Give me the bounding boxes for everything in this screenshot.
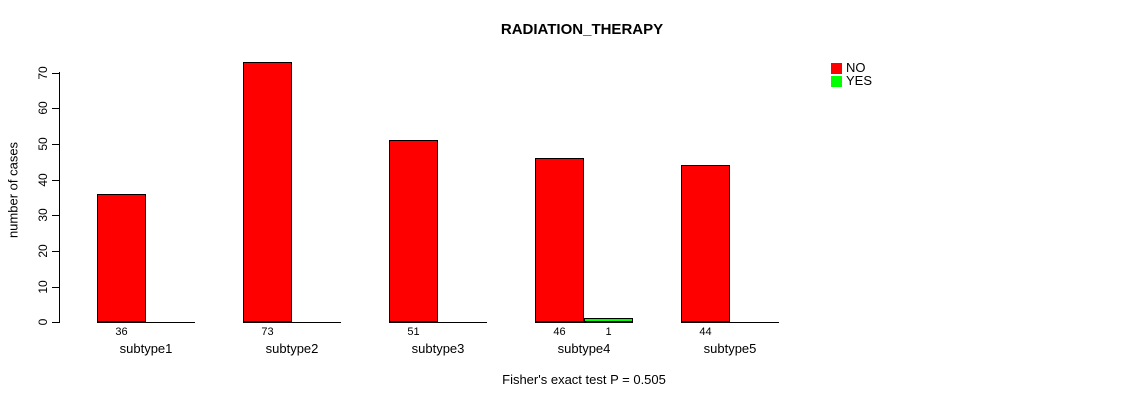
legend-swatch [831, 62, 842, 74]
bar-no [243, 62, 292, 322]
bar-yes [584, 318, 633, 322]
x-category-label: subtype1 [119, 341, 173, 356]
y-axis-tick-label: 10 [36, 280, 50, 294]
x-category-label: subtype2 [265, 341, 319, 356]
bar-value-label: 1 [605, 326, 612, 338]
y-axis-tick [52, 251, 59, 252]
legend-label: NO [846, 60, 866, 75]
y-axis-tick [52, 287, 59, 288]
y-axis-tick-label: 50 [36, 137, 50, 151]
chart-title: RADIATION_THERAPY [500, 21, 664, 38]
group-baseline [97, 322, 195, 323]
x-category-label: subtype5 [703, 341, 757, 356]
bar-value-label: 44 [699, 326, 712, 338]
y-axis-tick-label: 0 [36, 318, 50, 326]
bar-no [389, 140, 438, 322]
group-baseline [681, 322, 779, 323]
y-axis-tick [52, 322, 59, 323]
bar-value-label: 46 [553, 326, 566, 338]
bar-no [97, 194, 146, 322]
y-axis-tick-label: 60 [36, 101, 50, 115]
group-baseline [389, 322, 487, 323]
bar-value-label: 73 [261, 326, 274, 338]
bar-no [535, 158, 584, 322]
legend-item: YES [831, 73, 873, 88]
y-axis-tick [52, 73, 59, 74]
bar-value-label: 51 [407, 326, 420, 338]
x-category-label: subtype4 [557, 341, 611, 356]
y-axis-tick [52, 180, 59, 181]
group-baseline [535, 322, 633, 323]
legend-label: YES [846, 73, 873, 88]
y-axis-tick-label: 70 [36, 66, 50, 80]
x-category-label: subtype3 [411, 341, 465, 356]
y-axis-line [59, 72, 60, 323]
y-axis-tick [52, 215, 59, 216]
bar-value-label: 36 [115, 326, 128, 338]
bar-no [681, 165, 730, 322]
legend-item: NO [831, 60, 872, 75]
legend: NO YES [831, 60, 873, 88]
group-baseline [243, 322, 341, 323]
y-axis-tick-label: 30 [36, 208, 50, 222]
legend-swatch [831, 75, 842, 87]
y-axis-tick-label: 20 [36, 244, 50, 258]
y-axis-tick [52, 108, 59, 109]
y-axis-tick [52, 144, 59, 145]
y-axis-label: number of cases [5, 141, 21, 239]
y-axis-tick-label: 40 [36, 173, 50, 187]
fisher-test-annotation: Fisher's exact test P = 0.505 [502, 372, 666, 387]
